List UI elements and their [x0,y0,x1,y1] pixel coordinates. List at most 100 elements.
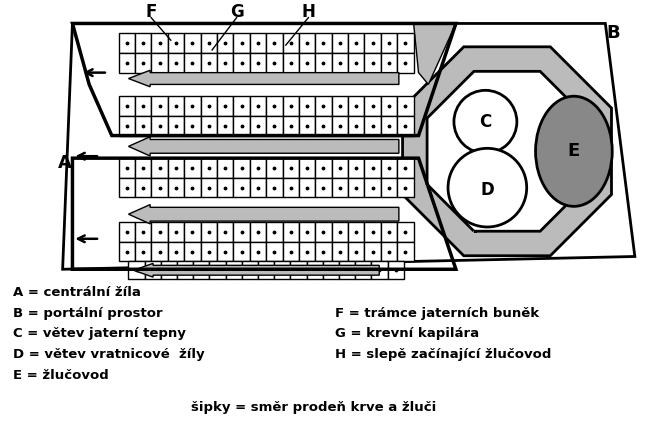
Bar [348,158,364,178]
Bar [397,96,414,116]
Bar [200,116,217,135]
Bar [135,222,151,242]
Bar [397,158,414,178]
Bar [315,33,332,53]
Bar [364,242,381,262]
Bar [200,33,217,53]
Bar [151,33,168,53]
Bar [364,158,381,178]
Bar [250,222,266,242]
Bar [250,178,266,198]
Bar [348,116,364,135]
Bar [184,242,200,262]
Bar [381,242,397,262]
Bar [332,116,348,135]
Bar [168,96,184,116]
Bar [129,262,145,279]
Bar [397,178,414,198]
Bar [348,33,364,53]
Bar [299,53,315,72]
Bar [217,178,233,198]
Bar [200,222,217,242]
Bar [282,96,299,116]
Ellipse shape [535,96,612,206]
Bar [135,158,151,178]
Bar [274,262,290,279]
Bar [233,53,250,72]
Bar [299,33,315,53]
Bar [258,262,274,279]
Bar [119,242,135,262]
Text: H = slepě začínající žlučovod: H = slepě začínající žlučovod [335,348,551,361]
Bar [233,96,250,116]
Bar [306,262,323,279]
Bar [282,158,299,178]
Text: B = portální prostor: B = portální prostor [13,307,163,320]
Bar [168,53,184,72]
Bar [217,158,233,178]
Bar [184,222,200,242]
Bar [233,242,250,262]
Bar [250,33,266,53]
Bar [381,96,397,116]
Bar [364,178,381,198]
Bar [332,158,348,178]
Bar [217,96,233,116]
Bar [184,178,200,198]
Bar [135,33,151,53]
Bar [364,116,381,135]
Bar [250,53,266,72]
Text: D: D [480,181,494,199]
Bar [145,262,161,279]
Bar [210,262,226,279]
Polygon shape [414,23,456,84]
Bar [266,53,282,72]
Bar [315,242,332,262]
FancyArrow shape [129,70,399,87]
Bar [184,96,200,116]
Bar [151,242,168,262]
Bar [135,53,151,72]
Bar [217,116,233,135]
Bar [168,242,184,262]
Polygon shape [402,47,611,256]
Bar [266,178,282,198]
Bar [381,53,397,72]
Bar [332,96,348,116]
Bar [168,116,184,135]
Bar [119,53,135,72]
Bar [135,242,151,262]
Bar [364,53,381,72]
Bar [266,242,282,262]
Bar [184,158,200,178]
Bar [282,53,299,72]
Bar [250,96,266,116]
Text: F: F [145,3,157,21]
Bar [119,158,135,178]
Bar [348,242,364,262]
Bar [233,158,250,178]
Bar [290,262,306,279]
Bar [397,116,414,135]
Bar [315,158,332,178]
Bar [339,262,355,279]
Bar [315,222,332,242]
Bar [364,96,381,116]
Bar [151,222,168,242]
Bar [266,33,282,53]
Bar [250,116,266,135]
Bar [233,116,250,135]
Bar [315,178,332,198]
Text: F = trámce jaterních buněk: F = trámce jaterních buněk [335,307,539,320]
Bar [177,262,193,279]
Bar [323,262,339,279]
Bar [119,116,135,135]
Bar [151,158,168,178]
Bar [332,33,348,53]
Bar [217,242,233,262]
FancyArrow shape [129,137,399,156]
Text: A = centrální žíla: A = centrální žíla [13,286,141,299]
Text: C: C [480,113,492,131]
Bar [299,178,315,198]
Text: B: B [607,24,620,42]
